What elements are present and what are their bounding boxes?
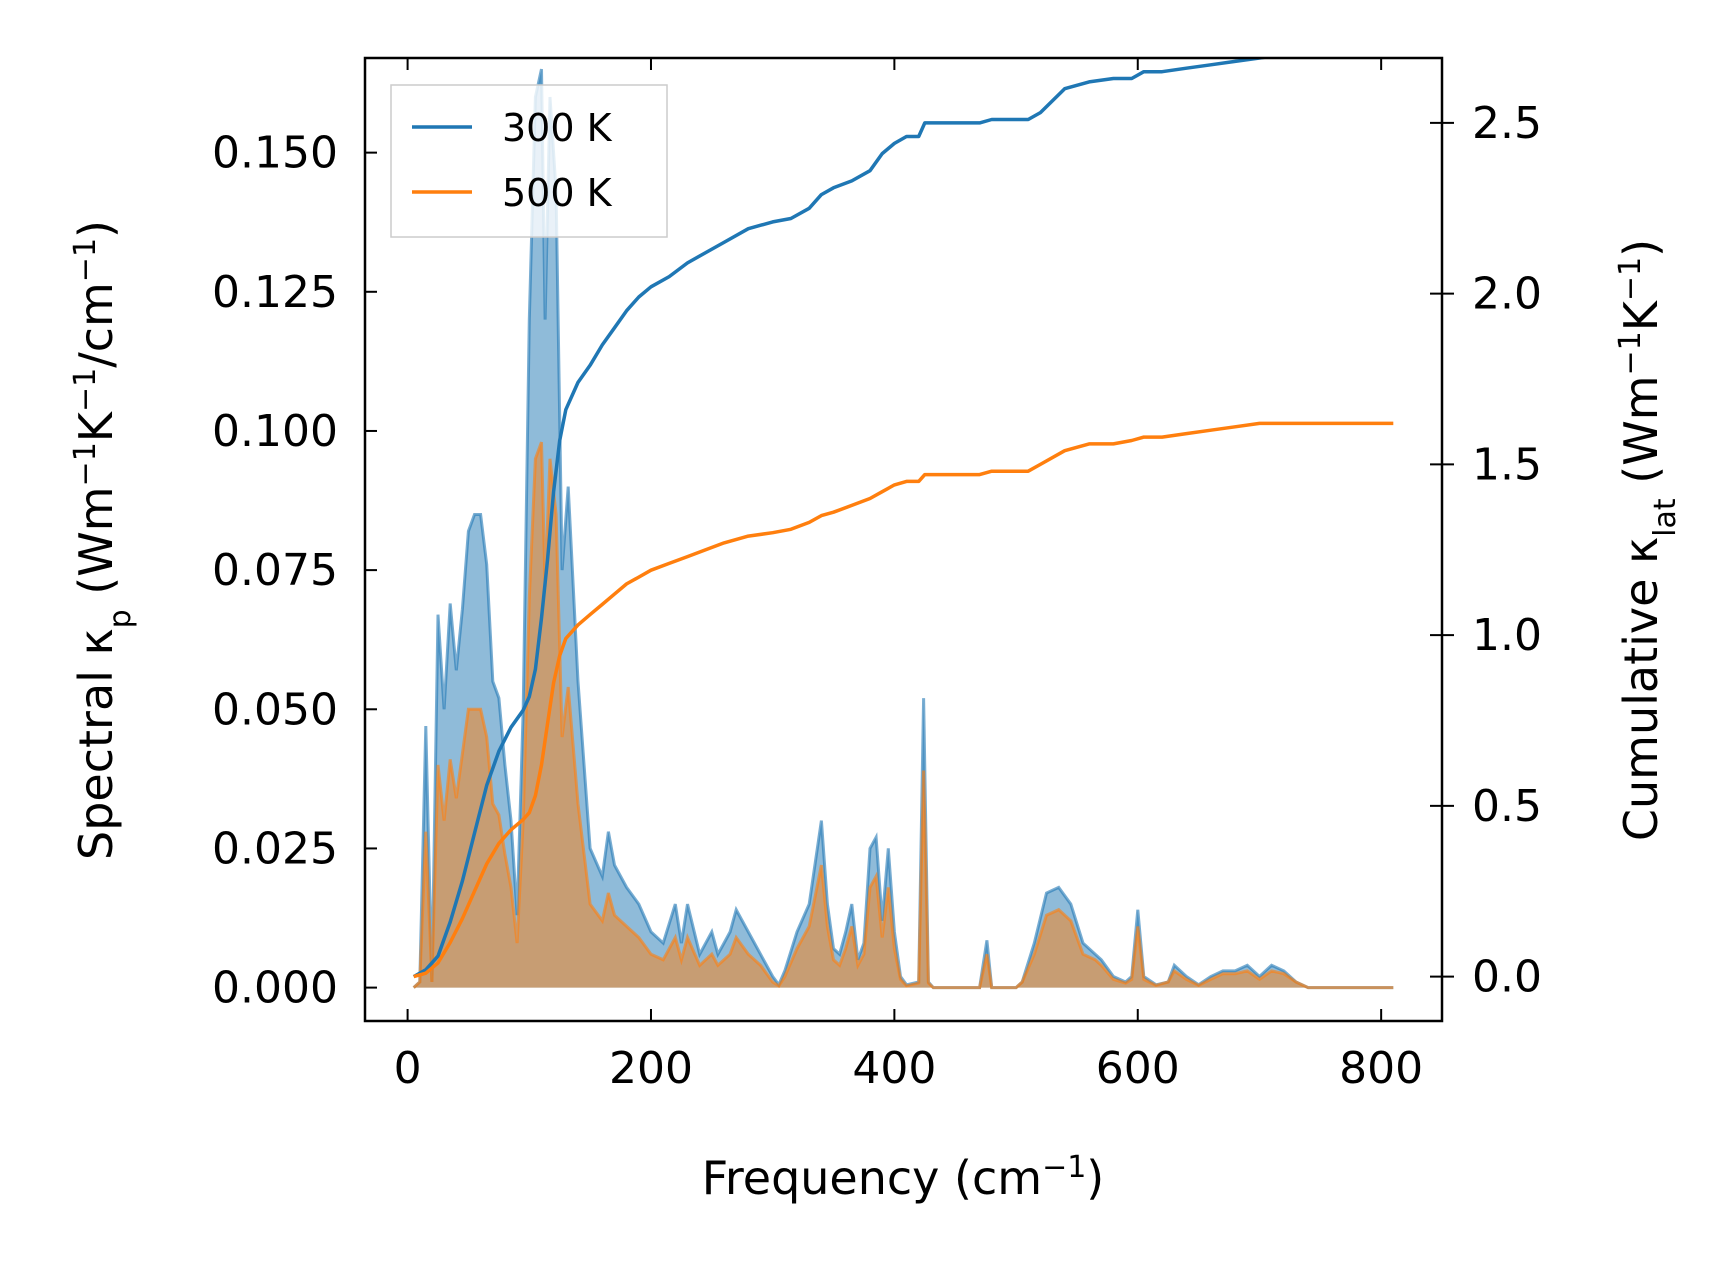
x-tick-label: 400 [852, 1043, 936, 1094]
spectral-edge-500k [412, 441, 1394, 990]
cumulative-line-layer [412, 58, 1394, 979]
cumulative-line-500k [413, 421, 1394, 979]
right-y-tick-label: 1.5 [1472, 439, 1542, 490]
right-y-tick-label: 1.0 [1472, 610, 1542, 661]
x-tick-label: 200 [609, 1043, 693, 1094]
spectral-area-500k [413, 442, 1394, 988]
spectral-area-layer [412, 68, 1394, 990]
right-y-tick-label: 2.0 [1472, 269, 1542, 320]
left-y-tick-label: 0.000 [212, 963, 338, 1014]
left-y-tick-label: 0.075 [212, 545, 338, 596]
x-tick-label: 600 [1096, 1043, 1180, 1094]
legend-label-500k: 500 K [502, 171, 613, 215]
left-y-tick-label: 0.100 [212, 406, 338, 457]
axis-ticks: 0 200 400 600 800 0.000 0.025 0.050 0.075 0.100 0.… [212, 58, 1542, 1094]
legend-box [390, 84, 668, 238]
cumulative-line-300k [412, 58, 1273, 979]
right-y-tick-label: 0.0 [1472, 952, 1542, 1003]
x-tick-label: 800 [1339, 1043, 1423, 1094]
right-y-axis-title: Cumulative κlat (Wm−1K−1) [1613, 239, 1683, 841]
x-tick-label: 0 [394, 1043, 422, 1094]
legend-label-300k: 300 K [502, 106, 613, 150]
right-y-tick-label: 2.5 [1472, 98, 1542, 149]
right-y-tick-label: 0.5 [1472, 781, 1542, 832]
left-y-tick-label: 0.025 [212, 823, 338, 874]
left-y-axis-title: Spectral κp (Wm−1K−1/cm−1) [68, 220, 138, 860]
left-y-tick-label: 0.050 [212, 684, 338, 735]
left-y-tick-label: 0.125 [212, 267, 338, 318]
left-y-tick-label: 0.150 [212, 128, 338, 179]
plot-frame [363, 56, 1444, 1023]
legend: 300 K 500 K [390, 84, 668, 238]
x-axis-title: Frequency (cm−1) [702, 1150, 1105, 1206]
